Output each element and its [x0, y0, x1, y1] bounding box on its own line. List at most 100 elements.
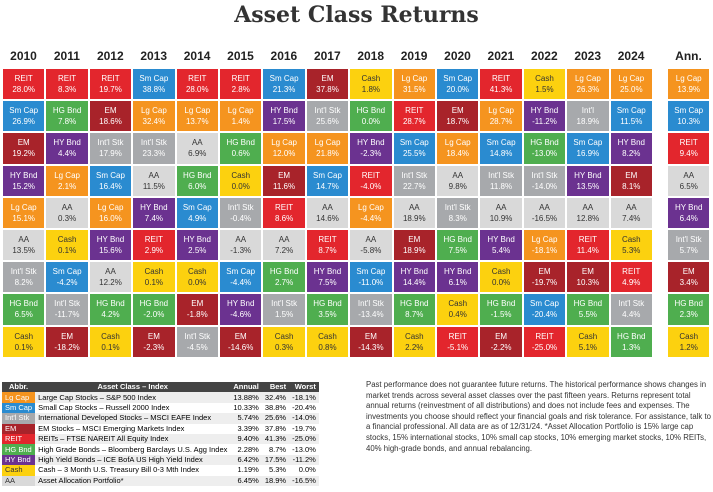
year-header: 2016 [270, 49, 298, 63]
return-cell: AA 7.2% [262, 229, 306, 262]
return-cell: HG Bnd 6.0% [175, 164, 219, 197]
return-cell: Cash 2.2% [392, 325, 436, 358]
return-cell: AA -1.3% [219, 229, 263, 262]
cell-value: 14.4% [402, 278, 426, 288]
cell-label: REIT [448, 331, 467, 341]
cell-label: Sm Cap [486, 138, 516, 148]
cell-value: 0.0% [231, 181, 250, 191]
cell-value: 0.1% [57, 246, 77, 255]
cell-value: 11.8% [490, 181, 513, 191]
cell-value: -2.3% [143, 342, 165, 352]
return-cell: Int'l Stk -0.4% [219, 196, 263, 229]
return-cell: Cash 0.1% [132, 261, 176, 294]
return-cell: Sm Cap -20.4% [522, 293, 567, 326]
header-cell: Abbr. [2, 382, 36, 393]
cell-value: 26.9% [12, 117, 36, 127]
cell-label: Sm Cap [443, 74, 473, 83]
return-cell: Lg Cap 16.0% [88, 196, 133, 229]
cell-label: AA [582, 202, 594, 212]
legend-cell: HG Bnd [2, 444, 36, 455]
legend-cell: 18.9% [261, 475, 290, 486]
cell-value: 37.8% [316, 85, 339, 94]
cell-value: 3.5% [318, 310, 337, 320]
return-cell: HY Bnd 4.4% [45, 132, 89, 165]
return-cell: Lg Cap -4.4% [349, 196, 393, 229]
cell-label: Cash [14, 331, 34, 341]
cell-label: Lg Cap [531, 235, 558, 244]
cell-value: -4.6% [230, 310, 252, 320]
return-cell: Cash 0.4% [436, 293, 480, 326]
cell-value: 12.0% [272, 149, 296, 159]
year-header: 2024 [617, 49, 645, 63]
return-cell: Cash 0.1% [88, 325, 133, 358]
cell-label: HY Bnd [530, 106, 559, 116]
cell-label: HY Bnd [9, 170, 38, 180]
return-cell: REIT 4.9% [609, 261, 653, 294]
cell-value: 8.3% [448, 213, 467, 223]
return-cell: Sm Cap 20.0% [436, 68, 480, 101]
cell-label: Cash [578, 331, 598, 341]
cell-value: 1.3% [622, 342, 641, 352]
return-cell: Lg Cap 15.1% [2, 196, 46, 229]
return-cell: Int'l Stk -14.0% [522, 164, 567, 197]
return-cell: AA -16.5% [522, 196, 567, 229]
cell-label: REIT [274, 202, 294, 212]
legend-cell: -14.0% [289, 413, 319, 424]
cell-value: 32.4% [142, 117, 166, 127]
cell-value: 2.2% [405, 342, 424, 352]
year-header: 2022 [530, 49, 558, 63]
cell-value: 19.2% [12, 149, 36, 159]
header-cell: Best [261, 382, 290, 393]
cell-value: 13.5% [12, 246, 36, 255]
cell-value: -16.5% [531, 213, 558, 223]
cell-label: Int'l Stk [227, 202, 254, 212]
return-cell: REIT 28.0% [2, 68, 46, 101]
legend-cell: 0.0% [298, 465, 316, 475]
cell-label: AA [408, 202, 420, 212]
return-cell: AA 13.5% [2, 229, 46, 262]
cell-label: HG Bnd [269, 267, 299, 277]
legend-row: REIT REITs – FTSE NAREIT All Equity Index… [2, 433, 319, 445]
cell-value: 15.1% [12, 213, 36, 223]
cell-value: 8.6% [274, 213, 294, 223]
cell-value: 5.5% [578, 310, 597, 320]
return-cell: HY Bnd 8.2% [609, 132, 653, 165]
return-cell: Int'l 18.9% [566, 100, 610, 133]
cell-value: -1.5% [490, 310, 512, 320]
legend-cell: 3.39% [237, 423, 259, 433]
cell-value: 28.0% [12, 85, 36, 94]
cell-value: 0.3% [57, 213, 77, 223]
return-cell: HY Bnd -2.3% [349, 132, 393, 165]
cell-value: 0.1% [101, 342, 120, 352]
cell-label: Cash [404, 331, 424, 341]
return-cell: Lg Cap 28.7% [479, 100, 523, 133]
return-cell: Lg Cap 13.7% [175, 100, 219, 133]
cell-value: 15.6% [99, 246, 122, 255]
return-cell: Lg Cap 26.3% [566, 68, 610, 101]
cell-label: AA [148, 170, 160, 180]
return-cell: AA 0.3% [45, 196, 89, 229]
cell-label: HG Bnd [52, 106, 82, 116]
legend-cell: 13.88% [230, 392, 262, 403]
cell-value: 1.2% [679, 342, 698, 352]
cell-label: Lg Cap [227, 106, 254, 116]
return-cell: REIT 8.6% [262, 196, 306, 229]
cell-value: 0.3% [274, 342, 294, 352]
cell-label: EM [451, 106, 464, 116]
return-cell: EM 18.6% [88, 100, 133, 133]
return-cell: Cash 1.2% [667, 325, 711, 358]
cell-label: Lg Cap [271, 138, 297, 148]
cell-label: Lg Cap [574, 74, 601, 83]
return-cell: EM -14.6% [219, 325, 263, 358]
return-cell: EM 11.6% [262, 164, 306, 197]
year-header: 2015 [227, 49, 254, 63]
cell-value: 7.8% [57, 117, 77, 127]
return-cell: HG Bnd 0.0% [349, 100, 393, 133]
cell-label: HY Bnd [574, 170, 602, 180]
return-cell: REIT -4.0% [349, 164, 393, 197]
return-cell: Sm Cap 4.9% [175, 196, 219, 229]
cell-value: 38.8% [142, 85, 166, 94]
cell-value: 16.0% [99, 213, 122, 223]
cell-label: HY Bnd [443, 267, 472, 277]
legend-cell: -18.1% [289, 392, 319, 403]
